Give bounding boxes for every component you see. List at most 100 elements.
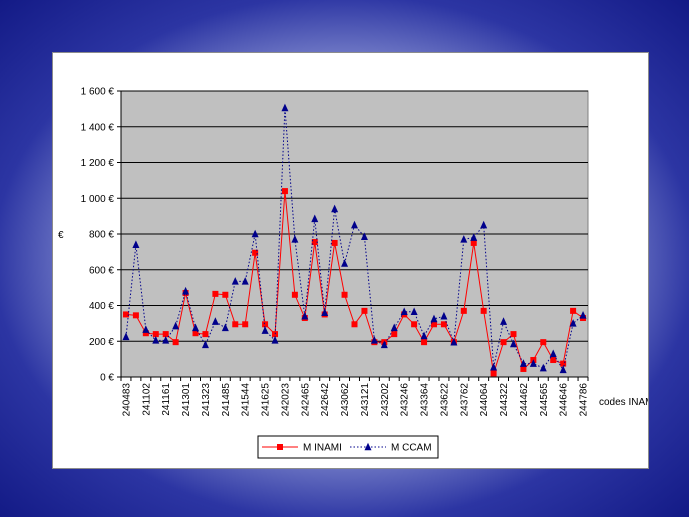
data-point [351, 321, 358, 328]
y-tick-label: 800 € [89, 230, 114, 241]
data-point [360, 232, 368, 240]
data-point [261, 326, 269, 334]
data-point [400, 307, 408, 316]
x-tick-label: 243246 [400, 383, 411, 417]
data-point [192, 323, 200, 332]
x-tick-label: 243202 [380, 383, 391, 417]
chart-panel: 0 € 200 € 400 € 600 € 800 € 1 000 € 1 200 € 1 4… [52, 52, 649, 469]
data-point [291, 291, 298, 298]
data-point [142, 325, 150, 333]
data-point [500, 339, 507, 346]
data-point [162, 331, 169, 338]
data-point [331, 239, 338, 246]
data-point [221, 323, 229, 332]
data-point [480, 307, 487, 314]
data-point [202, 331, 209, 338]
x-tick-label: 243364 [420, 383, 431, 417]
data-point [311, 214, 319, 223]
data-point [361, 307, 368, 314]
data-point [500, 317, 508, 325]
data-point [570, 307, 577, 314]
data-point [420, 331, 428, 340]
data-point [391, 331, 398, 338]
legend-item: M CCAM [350, 443, 432, 454]
x-tick-label: 244064 [479, 383, 490, 417]
x-tick-label: 242642 [320, 383, 331, 417]
data-point [480, 220, 488, 229]
data-point [520, 365, 527, 372]
data-point [529, 359, 537, 367]
data-point [509, 339, 517, 348]
x-tick-label: 241544 [241, 383, 252, 417]
legend-marker [364, 442, 372, 451]
data-point [341, 291, 348, 298]
data-point [351, 220, 358, 229]
data-point [549, 349, 557, 358]
data-point [301, 311, 309, 320]
y-axis-ticks: 0 € 200 € 400 € 600 € 800 € 1 000 € 1 200 € 1 4… [81, 87, 588, 384]
y-tick-label: 0 € [100, 373, 114, 384]
chart-svg: 0 € 200 € 400 € 600 € 800 € 1 000 € 1 200 € 1 4… [58, 87, 648, 459]
y-tick-label: 600 € [89, 265, 114, 276]
data-point [560, 360, 567, 367]
x-tick-label: 243622 [439, 383, 450, 417]
data-point [390, 323, 398, 332]
legend-marker [277, 444, 283, 450]
data-point [559, 365, 567, 374]
x-tick-label: 241301 [181, 383, 192, 417]
legend: M INAMI M CCAM [257, 435, 439, 459]
x-tick-label: 244322 [499, 383, 510, 417]
data-point [192, 330, 199, 337]
data-point [132, 312, 139, 319]
data-point [519, 359, 527, 367]
data-point [212, 290, 219, 297]
data-point [440, 311, 448, 320]
x-tick-label: 244565 [539, 383, 550, 417]
data-point [211, 317, 219, 325]
data-point [341, 259, 349, 267]
data-point [410, 307, 418, 316]
data-point [460, 307, 467, 314]
data-point [241, 277, 249, 285]
y-tick-label: 400 € [89, 301, 114, 312]
x-tick-label: 243121 [360, 383, 371, 417]
legend-item: M INAMI [262, 443, 342, 454]
data-point [450, 337, 458, 346]
data-point [152, 331, 159, 338]
x-tick-label: 243762 [459, 383, 470, 417]
data-point [550, 357, 557, 364]
x-tick-label: 241102 [141, 383, 152, 416]
y-axis-label: € [58, 230, 64, 241]
data-point [172, 321, 180, 330]
series-layer [122, 103, 587, 377]
data-point [569, 319, 577, 327]
data-point [370, 336, 378, 344]
legend-label: M CCAM [391, 443, 432, 454]
y-tick-label: 1 000 € [81, 194, 115, 205]
data-point [430, 314, 438, 323]
series-m-ccam [122, 103, 587, 374]
data-point [510, 331, 517, 338]
data-point [331, 204, 339, 213]
x-tick-label: 242465 [300, 383, 311, 417]
data-point [262, 321, 269, 328]
data-point [321, 308, 329, 316]
legend-label: M INAMI [303, 443, 342, 454]
data-point [122, 311, 129, 318]
data-point [579, 311, 587, 319]
x-tick-label: 241161 [161, 383, 172, 416]
y-tick-label: 1 200 € [81, 158, 115, 169]
legend-box [257, 435, 439, 459]
y-tick-label: 1 600 € [81, 87, 115, 98]
data-point [252, 249, 259, 256]
data-point [470, 233, 478, 241]
data-point [421, 339, 428, 346]
data-point [411, 321, 418, 328]
data-point [291, 235, 299, 243]
x-axis-label: codes INAMI [599, 397, 648, 408]
data-point [460, 235, 468, 243]
x-tick-label: 243062 [340, 383, 351, 417]
data-point [490, 370, 497, 377]
data-point [271, 336, 279, 344]
x-tick-label: 240483 [121, 383, 132, 417]
